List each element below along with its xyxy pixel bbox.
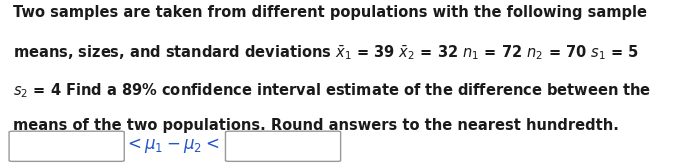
Text: Two samples are taken from different populations with the following sample: Two samples are taken from different pop… [13, 5, 646, 20]
Text: $< \mu_1 - \mu_2 <$: $< \mu_1 - \mu_2 <$ [124, 136, 219, 155]
Text: means of the two populations. Round answers to the nearest hundredth.: means of the two populations. Round answ… [13, 118, 618, 133]
Text: means, sizes, and standard deviations $\bar{x}_1$ = 39 $\bar{x}_2$ = 32 $n_1$ = : means, sizes, and standard deviations $\… [13, 43, 639, 62]
FancyBboxPatch shape [225, 131, 341, 161]
FancyBboxPatch shape [9, 131, 124, 161]
Text: $s_2$ = 4 Find a 89% confidence interval estimate of the difference between the: $s_2$ = 4 Find a 89% confidence interval… [13, 82, 651, 100]
